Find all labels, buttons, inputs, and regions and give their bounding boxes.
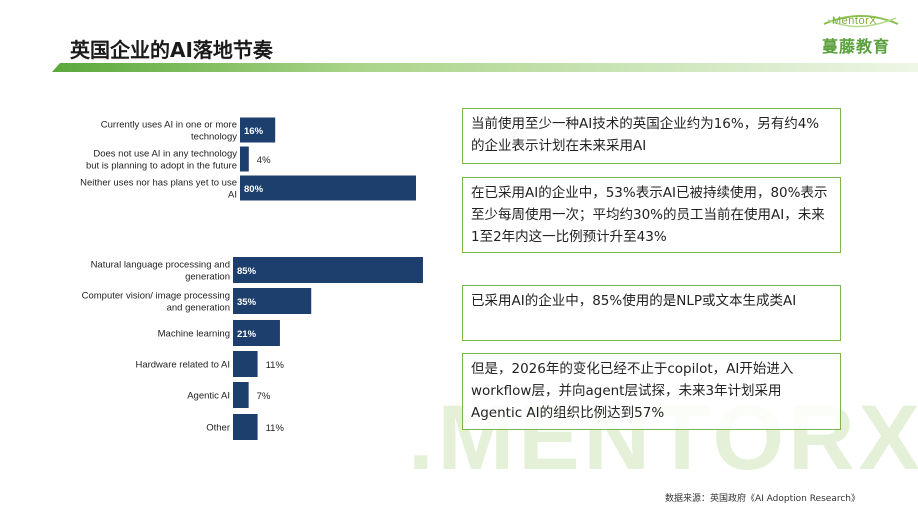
value-label-1-2: 4% <box>257 155 271 166</box>
category-label-1-1: Currently uses AI in one or more <box>101 120 237 131</box>
bar-2-1 <box>233 257 423 283</box>
note-box-1: 当前使用至少一种AI技术的英国企业约为16%，另有约4%的企业表示计划在未来采用… <box>462 108 841 164</box>
value-label-2-5: 7% <box>257 391 271 402</box>
value-label-2-3: 21% <box>237 329 257 340</box>
value-label-2-6: 11% <box>266 423 285 434</box>
category-label-2-1: Natural language processing and <box>91 260 230 271</box>
title-underline <box>52 63 918 72</box>
bar-2-6 <box>233 414 258 440</box>
value-label-1-3: 80% <box>244 184 264 195</box>
bar-1-1 <box>240 117 276 143</box>
category-label-1-3: Neither uses nor has plans yet to use <box>80 178 237 189</box>
logo-swoosh <box>823 15 899 28</box>
value-label-1-1: 16% <box>244 126 264 137</box>
logo-text-en: MentorX <box>832 15 878 27</box>
bar-1-2 <box>240 146 249 172</box>
category-label-2-6: Other <box>206 423 230 434</box>
category-label-1-2: Does not use AI in any technology <box>93 149 237 160</box>
category-label-2-2: and generation <box>167 303 230 314</box>
bar-2-5 <box>233 382 249 408</box>
category-label-2-4: Hardware related to AI <box>135 360 230 371</box>
note-box-2: 在已采用AI的企业中，53%表示AI已被持续使用，80%表示至少每周使用一次；平… <box>462 177 841 253</box>
category-label-2-2: Computer vision/ image processing <box>82 291 230 302</box>
bar-2-3 <box>233 320 280 346</box>
bar-2-2 <box>233 288 312 314</box>
note-box-4: 但是，2026年的变化已经不止于copilot，AI开始进入workflow层，… <box>462 353 841 430</box>
value-label-2-2: 35% <box>237 297 257 308</box>
category-label-2-5: Agentic AI <box>187 391 230 402</box>
category-label-1-3: AI <box>228 190 237 201</box>
value-label-2-1: 85% <box>237 266 257 277</box>
category-label-1-2: but is planning to adopt in the future <box>86 161 237 172</box>
source-note: 数据来源：英国政府《AI Adoption Research》 <box>665 494 860 504</box>
category-label-2-1: generation <box>185 272 230 283</box>
note-box-3: 已采用AI的企业中，85%使用的是NLP或文本生成类AI <box>462 285 841 341</box>
bar-1-3 <box>240 175 416 201</box>
value-label-2-4: 11% <box>266 360 285 371</box>
logo-text-cn: 蔓藤教育 <box>822 37 891 56</box>
category-label-2-3: Machine learning <box>158 329 230 340</box>
category-label-1-1: technology <box>191 132 237 143</box>
page-title: 英国企业的AI落地节奏 <box>70 38 273 62</box>
bar-2-4 <box>233 351 258 377</box>
